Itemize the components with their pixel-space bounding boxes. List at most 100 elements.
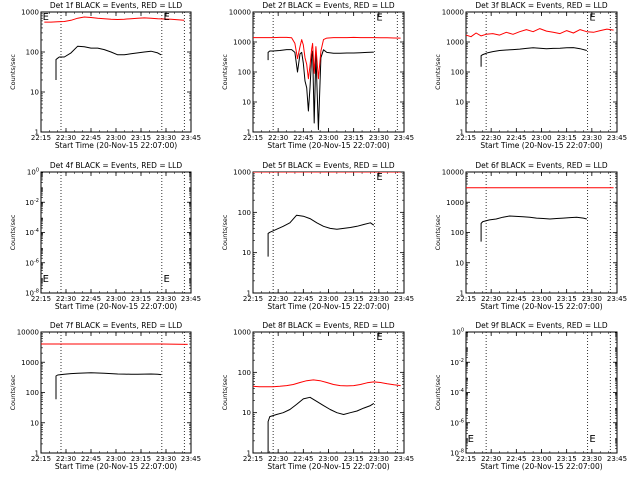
y-tick-label: 1 bbox=[247, 450, 251, 458]
lld-series-line bbox=[253, 36, 401, 80]
x-tick-label: 23:45 bbox=[181, 455, 201, 463]
plot-area: E bbox=[253, 172, 401, 293]
x-tick-label: 22:30 bbox=[268, 134, 288, 142]
y-axis-label: Counts/sec bbox=[221, 54, 229, 90]
x-tick-label: 23:45 bbox=[394, 134, 414, 142]
y-tick-label: 10-6 bbox=[25, 258, 39, 267]
panel-title: Det 7f BLACK = Events, RED = LLD bbox=[50, 321, 183, 330]
x-tick-label: 23:15 bbox=[131, 455, 151, 463]
x-axis-label: Start Time (20-Nov-15 22:07:00) bbox=[55, 302, 177, 311]
lld-series-line bbox=[253, 379, 401, 388]
y-tick-label: 1 bbox=[247, 290, 251, 298]
y-tick-label: 10 bbox=[242, 249, 251, 257]
y-tick-label: 10-4 bbox=[25, 228, 39, 237]
y-tick-label: 10-8 bbox=[450, 449, 464, 458]
x-tick-label: 23:30 bbox=[369, 455, 389, 463]
x-tick-label: 23:45 bbox=[394, 455, 414, 463]
panel-title: Det 1f BLACK = Events, RED = LLD bbox=[50, 1, 183, 10]
x-tick-label: 23:00 bbox=[318, 295, 338, 303]
event-marker-label: E bbox=[589, 13, 595, 24]
x-tick-label: 22:30 bbox=[481, 134, 501, 142]
event-marker-label: E bbox=[468, 434, 474, 445]
y-axis-label: Counts/sec bbox=[434, 54, 442, 90]
x-tick-label: 22:45 bbox=[81, 455, 101, 463]
x-tick-label: 22:30 bbox=[481, 295, 501, 303]
x-tick-label: 22:15 bbox=[456, 455, 476, 463]
y-tick-label: 10-4 bbox=[450, 388, 464, 397]
events-series-line bbox=[55, 372, 162, 400]
detector-panel-2: Det 2f BLACK = Events, RED = LLD 1 10 100 10… bbox=[221, 1, 414, 150]
x-tick-label: 23:00 bbox=[531, 134, 551, 142]
y-tick-label: 10000 bbox=[442, 9, 464, 17]
y-tick-label: 1000 bbox=[446, 199, 464, 207]
plot-frame bbox=[252, 331, 405, 454]
y-tick-label: 10 bbox=[30, 89, 39, 97]
y-tick-label: 100 bbox=[451, 229, 464, 237]
x-tick-label: 23:30 bbox=[582, 455, 602, 463]
x-tick-label: 23:15 bbox=[557, 455, 577, 463]
plot-area: E bbox=[253, 12, 401, 132]
x-axis-label: Start Time (20-Nov-15 22:07:00) bbox=[267, 302, 389, 311]
x-tick-label: 23:30 bbox=[156, 134, 176, 142]
y-tick-label: 100 bbox=[27, 168, 39, 177]
y-axis-label: Counts/sec bbox=[9, 54, 17, 90]
x-tick-label: 22:45 bbox=[506, 455, 526, 463]
x-axis-label: Start Time (20-Nov-15 22:07:00) bbox=[480, 302, 602, 311]
panel-title: Det 3f BLACK = Events, RED = LLD bbox=[475, 1, 608, 10]
detector-panel-1: Det 1f BLACK = Events, RED = LLD 1 10 100 10… bbox=[9, 1, 201, 150]
x-tick-label: 22:45 bbox=[81, 134, 101, 142]
event-marker-label: E bbox=[164, 12, 170, 23]
events-series-line bbox=[480, 215, 587, 242]
x-tick-label: 23:15 bbox=[344, 455, 364, 463]
event-marker-label: E bbox=[376, 13, 382, 24]
y-axis-label: Counts/sec bbox=[434, 214, 442, 250]
plot-area: E bbox=[466, 12, 614, 132]
y-axis-label: Counts/sec bbox=[434, 374, 442, 410]
y-tick-label: 10 bbox=[242, 99, 251, 107]
lld-series-line bbox=[466, 28, 614, 38]
y-tick-label: 10000 bbox=[442, 169, 464, 177]
y-tick-label: 100 bbox=[451, 69, 464, 77]
detector-panel-8: Det 8f BLACK = Events, RED = LLD 1 10 100 10… bbox=[221, 321, 414, 471]
detector-panel-3: Det 3f BLACK = Events, RED = LLD 1 10 100 10… bbox=[434, 1, 627, 150]
x-tick-label: 23:15 bbox=[344, 134, 364, 142]
x-tick-label: 23:45 bbox=[394, 295, 414, 303]
plot-frame bbox=[465, 11, 618, 133]
x-tick-label: 23:45 bbox=[607, 455, 627, 463]
plot-frame bbox=[40, 11, 192, 133]
plot-frame bbox=[40, 331, 192, 454]
x-tick-label: 22:30 bbox=[56, 455, 76, 463]
x-tick-label: 22:45 bbox=[293, 134, 313, 142]
y-tick-label: 10-2 bbox=[25, 198, 39, 207]
x-tick-label: 23:15 bbox=[131, 295, 151, 303]
x-tick-label: 23:15 bbox=[344, 295, 364, 303]
x-tick-label: 23:00 bbox=[106, 295, 126, 303]
detector-panel-9: Det 9f BLACK = Events, RED = LLD 10-8 10-6… bbox=[434, 321, 627, 471]
x-tick-label: 22:45 bbox=[293, 295, 313, 303]
x-tick-label: 22:15 bbox=[456, 134, 476, 142]
x-tick-label: 23:30 bbox=[369, 134, 389, 142]
events-series-line bbox=[267, 214, 375, 257]
x-tick-label: 23:30 bbox=[582, 295, 602, 303]
x-tick-label: 23:15 bbox=[131, 134, 151, 142]
y-tick-label: 1000 bbox=[233, 329, 251, 337]
detector-panel-4: Det 4f BLACK = Events, RED = LLD 10-8 10-6… bbox=[9, 161, 201, 311]
x-tick-label: 22:30 bbox=[268, 455, 288, 463]
x-tick-label: 22:45 bbox=[506, 295, 526, 303]
panel-title: Det 9f BLACK = Events, RED = LLD bbox=[475, 321, 608, 330]
event-marker-label: E bbox=[43, 12, 49, 23]
panel-title: Det 5f BLACK = Events, RED = LLD bbox=[262, 161, 395, 170]
x-tick-label: 22:15 bbox=[31, 455, 51, 463]
y-tick-label: 1000 bbox=[233, 169, 251, 177]
lld-series-line bbox=[44, 16, 185, 23]
y-tick-label: 10-2 bbox=[450, 358, 464, 367]
y-tick-label: 1 bbox=[35, 129, 39, 137]
x-tick-label: 22:15 bbox=[243, 134, 263, 142]
y-tick-label: 10-6 bbox=[450, 418, 464, 427]
x-tick-label: 22:15 bbox=[31, 295, 51, 303]
plot-frame bbox=[252, 11, 405, 133]
x-axis-label: Start Time (20-Nov-15 22:07:00) bbox=[480, 462, 602, 471]
